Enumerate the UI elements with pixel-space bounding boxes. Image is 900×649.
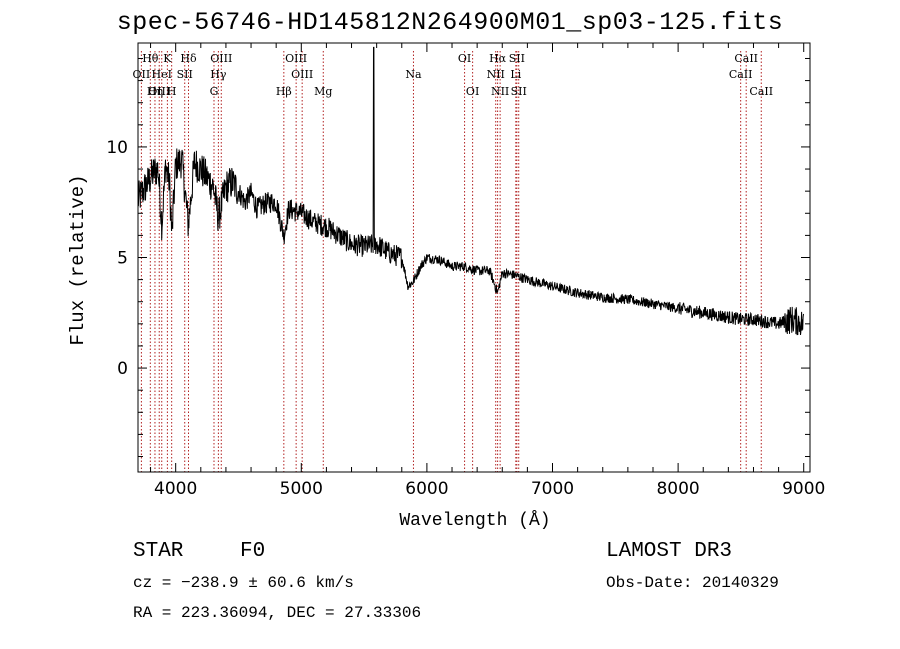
line-label-oiii: OIII xyxy=(148,85,170,98)
line-label-oiii: OIII xyxy=(291,68,313,81)
line-label-oii: OII xyxy=(133,68,151,81)
line-label-oi: OI xyxy=(458,52,471,65)
line-label-g: G xyxy=(210,85,219,98)
line-label-hei: HeI xyxy=(152,68,172,81)
line-label-caii: CaII xyxy=(729,68,753,81)
x-axis-label: Wavelength (Å) xyxy=(399,511,551,531)
y-axis-label: Flux (relative) xyxy=(67,174,89,346)
spectrum-line xyxy=(137,46,804,336)
line-label-h: H xyxy=(167,85,177,98)
chart-title: spec-56746-HD145812N264900M01_sp03-125.f… xyxy=(116,8,784,37)
line-label-na: Na xyxy=(405,68,422,81)
line-label-mg: Mg xyxy=(314,85,332,98)
redshift-cz: cz = −238.9 ± 60.6 km/s xyxy=(133,574,354,592)
y-tick-label: 0 xyxy=(117,359,128,379)
line-label-hγ: Hγ xyxy=(210,68,227,81)
x-tick-label: 6000 xyxy=(405,479,448,499)
line-markers xyxy=(140,51,762,472)
line-label-hη: Hη xyxy=(147,85,163,98)
line-label-hα: Hα xyxy=(489,52,507,65)
line-label-caii: CaII xyxy=(734,52,758,65)
plot-frame xyxy=(137,42,811,473)
spectrum-layer xyxy=(137,46,804,336)
line-label-hβ: Hβ xyxy=(276,85,292,98)
line-label-oi: OI xyxy=(466,85,479,98)
x-tick-label: 4000 xyxy=(154,479,197,499)
survey-label: LAMOST DR3 xyxy=(606,540,733,563)
axes-frame xyxy=(137,42,811,473)
line-label-sii: SII xyxy=(177,68,193,81)
line-label-sii: SII xyxy=(511,85,527,98)
line-label-k: K xyxy=(163,52,172,65)
line-label-nii: NII xyxy=(491,85,509,98)
line-label-caii: CaII xyxy=(749,85,773,98)
x-tick-label: 5000 xyxy=(280,479,323,499)
line-label-sii: SII xyxy=(509,52,525,65)
x-tick-label: 9000 xyxy=(782,479,825,499)
y-tick-label: 10 xyxy=(106,138,128,158)
obs-date: Obs-Date: 20140329 xyxy=(606,574,779,592)
line-label-li: Li xyxy=(510,68,521,81)
subclass: F0 xyxy=(240,540,266,563)
object-class: STAR xyxy=(133,540,184,563)
x-tick-label: 7000 xyxy=(531,479,574,499)
line-label-hδ: Hδ xyxy=(180,52,197,65)
y-tick-label: 5 xyxy=(117,249,128,269)
line-label-oiii: OIII xyxy=(285,52,307,65)
line-label-hθ: Hθ xyxy=(142,52,159,65)
axis-ticks: 4000 5000 6000 7000 8000 9000 0 5 10 xyxy=(106,43,825,499)
x-tick-label: 8000 xyxy=(656,479,699,499)
coordinates: RA = 223.36094, DEC = 27.33306 xyxy=(133,604,422,622)
line-label-oiii: OIII xyxy=(210,52,232,65)
line-label-nii: NII xyxy=(487,68,505,81)
